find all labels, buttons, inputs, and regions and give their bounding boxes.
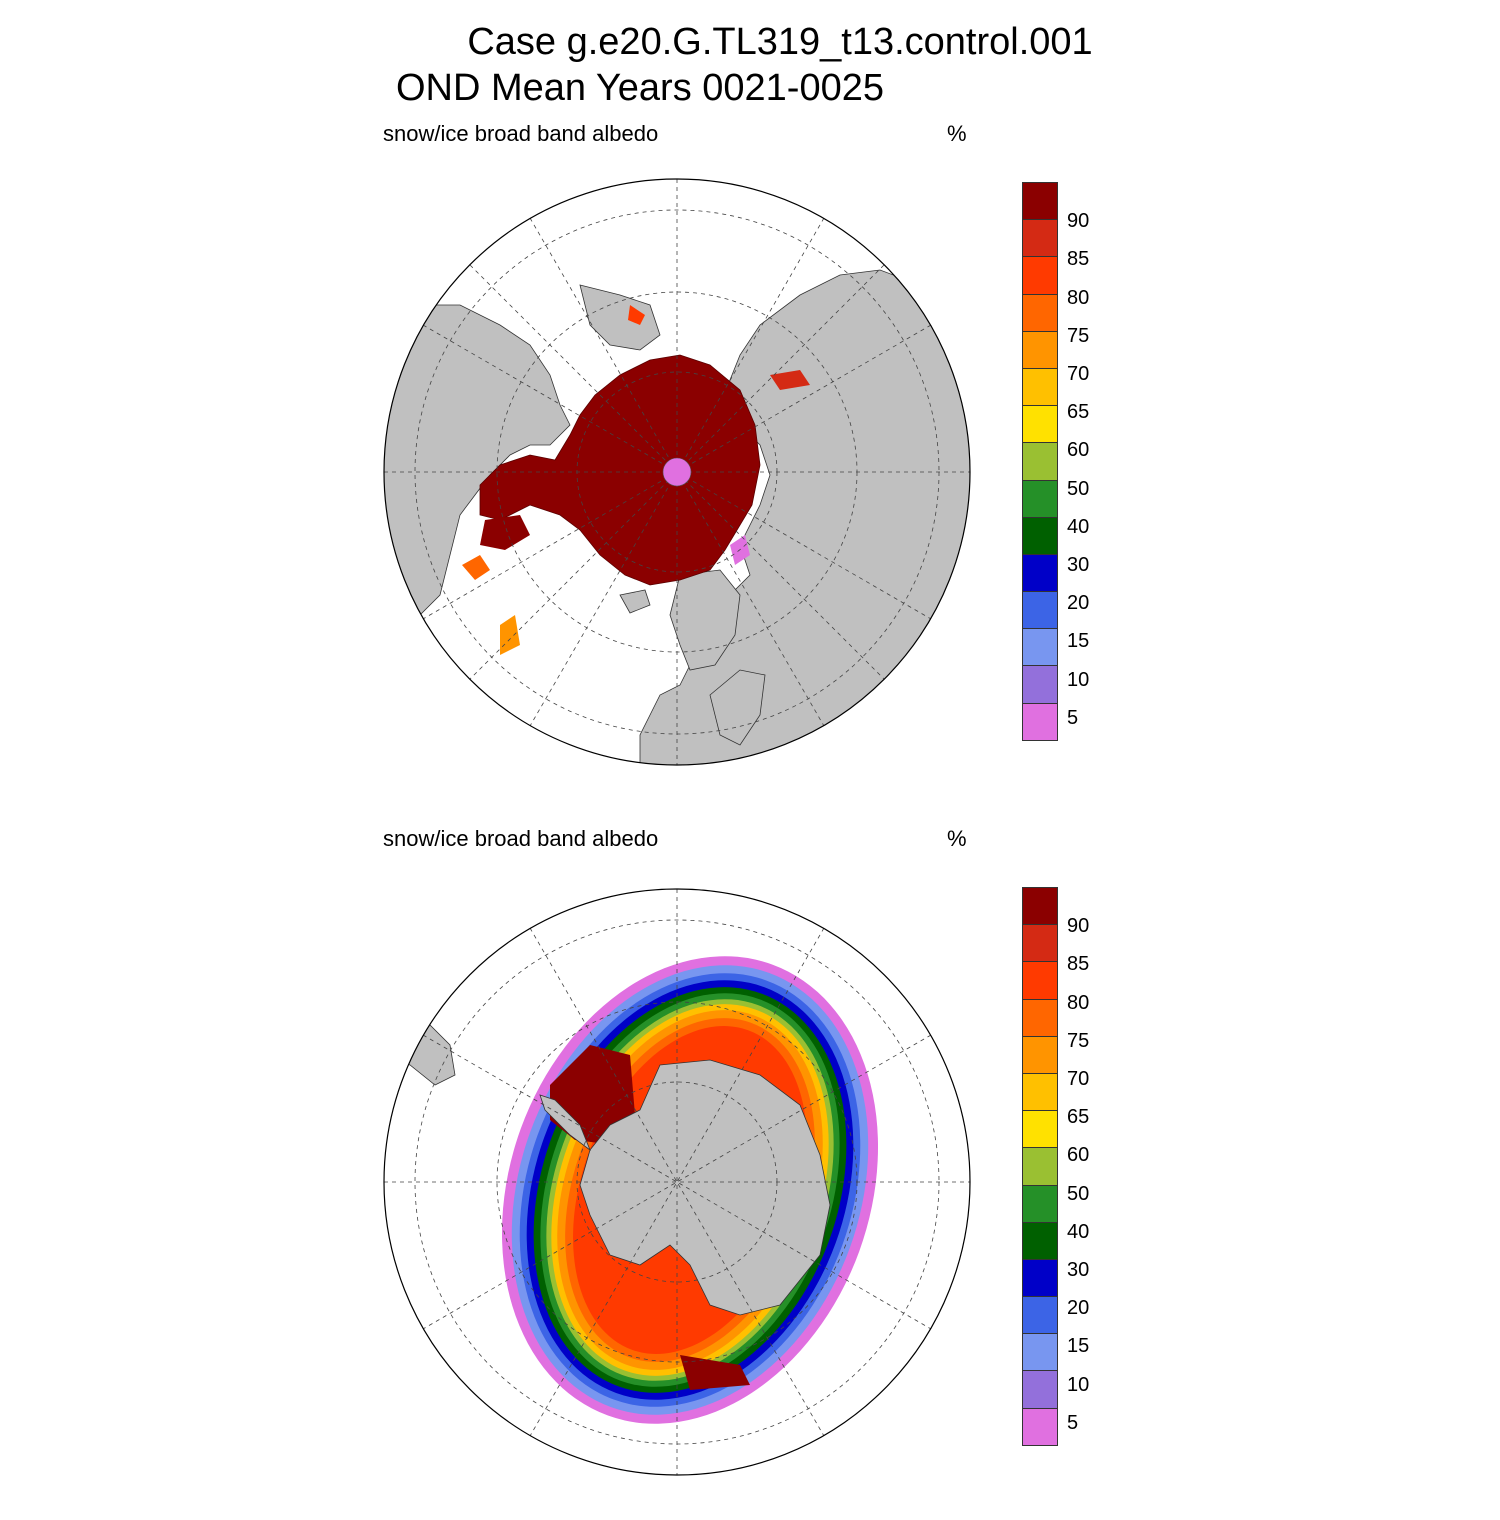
colorbar-swatch bbox=[1022, 182, 1058, 221]
colorbar-tick-label: 80 bbox=[1067, 991, 1090, 1014]
colorbar-tick-label: 50 bbox=[1067, 477, 1090, 500]
colorbar-swatch bbox=[1022, 256, 1058, 295]
colorbar-tick-label: 10 bbox=[1067, 1373, 1090, 1396]
colorbar-swatch bbox=[1022, 1258, 1058, 1298]
colorbar-tick-label: 70 bbox=[1067, 1068, 1090, 1090]
colorbar-swatch bbox=[1022, 961, 1058, 1000]
colorbar-tick-label: 75 bbox=[1067, 1029, 1090, 1052]
colorbar-tick-label: 5 bbox=[1067, 706, 1079, 729]
colorbar-tick-label: 80 bbox=[1067, 286, 1090, 309]
colorbar-swatch bbox=[1022, 665, 1058, 704]
north-hemisphere-panel: snow/ice broad band albedo % bbox=[0, 115, 1500, 815]
colorbar-tick-label: 30 bbox=[1067, 1259, 1090, 1281]
figure-title-line1: Case g.e20.G.TL319_t13.control.001 bbox=[467, 21, 1093, 63]
colorbar-tick-label: 85 bbox=[1067, 248, 1090, 271]
colorbar-tick-label: 15 bbox=[1067, 630, 1090, 653]
colorbar-swatch bbox=[1022, 516, 1058, 555]
colorbar-swatch bbox=[1022, 219, 1058, 258]
colorbar-tick-label: 5 bbox=[1067, 1411, 1079, 1434]
colorbar-swatch bbox=[1022, 405, 1058, 444]
north-polar-map bbox=[383, 178, 971, 766]
colorbar-swatch bbox=[1022, 1110, 1058, 1149]
colorbar-swatch bbox=[1022, 442, 1058, 481]
colorbar-tick-label: 50 bbox=[1067, 1182, 1090, 1205]
colorbar-swatch bbox=[1022, 367, 1058, 407]
colorbar-tick-label: 15 bbox=[1067, 1335, 1090, 1358]
variable-label: snow/ice broad band albedo bbox=[383, 826, 659, 851]
colorbar-swatch bbox=[1022, 1370, 1058, 1409]
colorbar-tick-label: 60 bbox=[1067, 1144, 1090, 1167]
colorbar-swatch bbox=[1022, 1035, 1058, 1074]
colorbar-swatch bbox=[1022, 998, 1058, 1037]
colorbar-swatch bbox=[1022, 924, 1058, 963]
colorbar-swatch bbox=[1022, 702, 1058, 741]
pole-hole bbox=[662, 457, 692, 487]
south-polar-map bbox=[383, 888, 971, 1476]
colorbar-swatch bbox=[1022, 1221, 1058, 1260]
colorbar-tick-label: 20 bbox=[1067, 1297, 1090, 1320]
colorbar-tick-label: 65 bbox=[1067, 1106, 1090, 1129]
figure-title-line2: OND Mean Years 0021-0025 bbox=[396, 67, 884, 109]
colorbar-tick-label: 70 bbox=[1067, 363, 1090, 385]
variable-label: snow/ice broad band albedo bbox=[383, 121, 659, 146]
colorbar-swatch bbox=[1022, 479, 1058, 518]
colorbar-tick-label: 90 bbox=[1067, 915, 1090, 938]
colorbar-swatch bbox=[1022, 1296, 1058, 1335]
colorbar-swatch bbox=[1022, 1147, 1058, 1186]
colorbar-tick-label: 85 bbox=[1067, 953, 1090, 976]
colorbar-tick-label: 60 bbox=[1067, 439, 1090, 462]
colorbar-swatch bbox=[1022, 1333, 1058, 1372]
colorbar-tick-label: 75 bbox=[1067, 324, 1090, 347]
colorbar-tick-label: 40 bbox=[1067, 515, 1090, 538]
units-label: % bbox=[947, 826, 967, 851]
south-hemisphere-panel: snow/ice broad band albedo % bbox=[0, 820, 1500, 1520]
colorbar-swatch bbox=[1022, 591, 1058, 630]
colorbar-tick-label: 10 bbox=[1067, 668, 1090, 691]
antarctica bbox=[579, 1059, 831, 1316]
colorbar bbox=[1022, 182, 1058, 741]
colorbar-tick-label: 40 bbox=[1067, 1220, 1090, 1243]
colorbar-swatch bbox=[1022, 628, 1058, 667]
colorbar-swatch bbox=[1022, 1184, 1058, 1223]
colorbar-tick-label: 20 bbox=[1067, 592, 1090, 615]
colorbar-tick-label: 30 bbox=[1067, 554, 1090, 576]
colorbar-tick-label: 65 bbox=[1067, 401, 1090, 424]
arctic-sea-ice bbox=[479, 354, 761, 586]
colorbar-tick-label: 90 bbox=[1067, 210, 1090, 233]
colorbar bbox=[1022, 887, 1058, 1446]
colorbar-swatch bbox=[1022, 1407, 1058, 1446]
colorbar-swatch bbox=[1022, 553, 1058, 593]
units-label: % bbox=[947, 121, 967, 146]
colorbar-swatch bbox=[1022, 330, 1058, 369]
colorbar-swatch bbox=[1022, 887, 1058, 926]
colorbar-swatch bbox=[1022, 293, 1058, 332]
colorbar-swatch bbox=[1022, 1072, 1058, 1112]
